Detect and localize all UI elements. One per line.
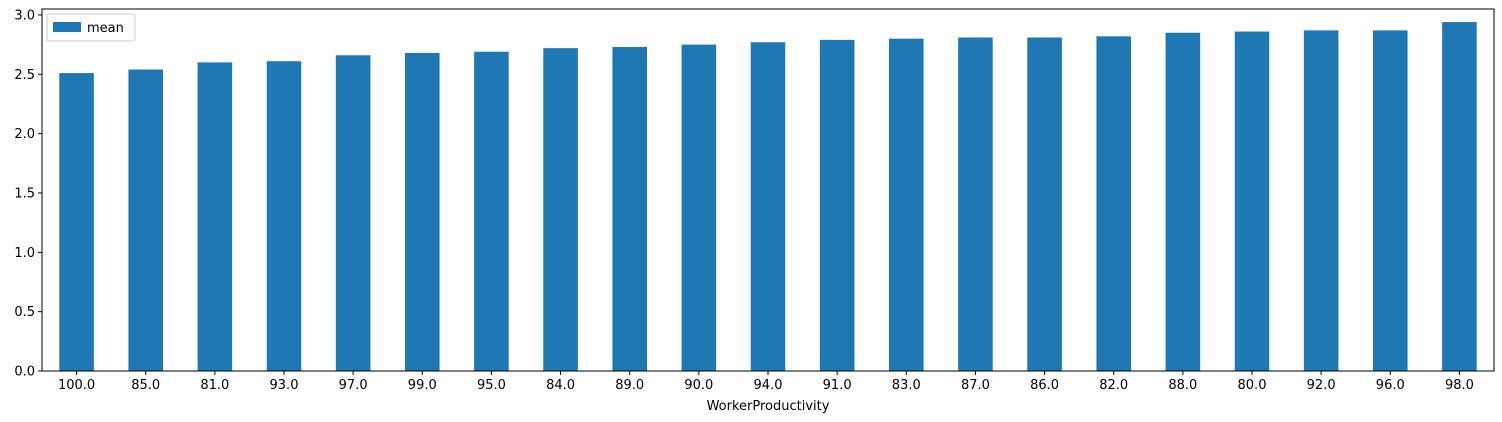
bar [266,61,302,371]
bar [958,37,993,372]
y-axis: 0.0 0.5 1.0 1.5 2.0 2.5 3.0 [14,8,42,380]
x-tick-label: 100.0 [58,378,95,393]
bar [1303,30,1339,372]
x-axis: 100.0 85.0 81.0 93.0 97.0 99.0 95.0 84.0 89.0 90.… [58,371,1474,393]
bars-group [59,22,1477,372]
legend-swatch [53,22,81,32]
bar [1442,22,1477,372]
x-tick-label: 86.0 [1030,378,1059,393]
x-tick-label: 88.0 [1168,378,1197,393]
y-tick-label: 2.0 [14,127,35,142]
bar [405,52,440,371]
y-tick-label: 1.5 [14,186,35,201]
bar [1096,36,1131,372]
bar [1373,30,1408,372]
bar [819,39,855,372]
bar [128,69,163,371]
bar [1165,32,1201,372]
x-tick-label: 81.0 [200,378,229,393]
x-tick-label: 84.0 [546,378,575,393]
x-tick-label: 90.0 [684,378,713,393]
x-tick-label: 82.0 [1099,378,1128,393]
legend-box [46,13,136,42]
x-tick-label: 91.0 [823,378,852,393]
legend-label-mean: mean [87,21,124,36]
x-tick-label: 98.0 [1445,378,1474,393]
x-axis-title: WorkerProductivity [707,399,830,414]
x-tick-label: 89.0 [615,378,644,393]
bar [59,73,94,371]
bar [750,42,786,371]
plot-frame [41,8,1495,372]
x-tick-label: 97.0 [339,378,368,393]
x-tick-label: 96.0 [1376,378,1405,393]
y-tick-label: 3.0 [14,8,35,23]
y-tick-label: 0.0 [14,365,35,380]
x-tick-label: 94.0 [754,378,783,393]
x-tick-label: 95.0 [477,378,506,393]
bar [474,51,509,371]
bar [197,62,233,371]
x-tick-label: 99.0 [408,378,437,393]
bar [612,46,647,371]
x-tick-label: 87.0 [961,378,990,393]
bar [1234,31,1270,372]
y-tick-label: 1.0 [14,246,35,261]
bar [543,48,578,372]
bar [889,38,924,372]
x-tick-label: 92.0 [1307,378,1336,393]
x-tick-label: 83.0 [892,378,921,393]
y-tick-label: 0.5 [14,305,35,320]
bar [681,44,717,372]
legend: mean [46,13,136,42]
y-tick-label: 2.5 [14,68,35,83]
x-tick-label: 85.0 [131,378,160,393]
bar [335,55,371,371]
x-tick-label: 93.0 [270,378,299,393]
x-tick-label: 80.0 [1238,378,1267,393]
bar [1027,37,1062,372]
